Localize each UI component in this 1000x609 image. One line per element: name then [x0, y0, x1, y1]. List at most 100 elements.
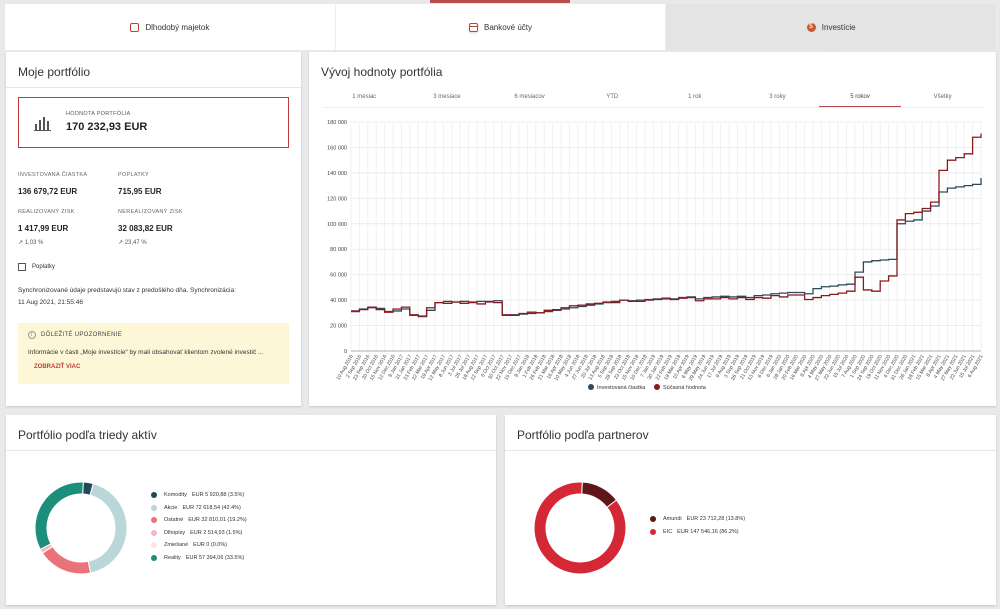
- tab-long-term-assets[interactable]: Dlhodobý majetok: [5, 4, 336, 50]
- asset-class-legend-item[interactable]: Reality EUR 57 394,06 (33.5%): [151, 552, 247, 565]
- period-tab-4[interactable]: 1 rok: [688, 94, 702, 100]
- realized-pct: ↗ 1,03 %: [18, 239, 75, 246]
- trend-icon: ↗: [18, 240, 24, 246]
- portfolio-value-label: HODNOTA PORTFÓLIA: [66, 111, 131, 117]
- invested-stat: INVESTOVANÁ ČIASTKA 136 679,72 EUR: [18, 172, 87, 196]
- legend-name: Zmiešané: [164, 542, 189, 549]
- asset-class-slice-5[interactable]: [34, 481, 84, 550]
- legend-dot: [151, 554, 157, 561]
- legend-amount: EUR 0 (0.0%): [193, 542, 228, 549]
- realized-pct-value: 1,03 %: [24, 240, 44, 246]
- notice-text: Informácie v časti „Moje investície“ by …: [28, 349, 264, 356]
- legend-amount: EUR 2 514,93 (1.5%): [190, 529, 243, 536]
- tab-label: Dlhodobý majetok: [145, 22, 210, 32]
- series-line-1: [351, 133, 982, 317]
- period-tab-0[interactable]: 1 mesiac: [352, 94, 377, 100]
- asset-class-legend-item[interactable]: Dlhopisy EUR 2 514,93 (1.5%): [151, 527, 247, 540]
- partner-legend-item[interactable]: EIC EUR 147 546,16 (86.2%): [650, 526, 745, 539]
- show-more-link[interactable]: ZOBRAZIŤ VIAC: [34, 364, 81, 370]
- top-accent-bar: [430, 0, 570, 3]
- realized-stat: REALIZOVANÝ ZISK 1 417,99 EUR ↗ 1,03 %: [18, 209, 75, 246]
- unrealized-pct: ↗ 23,47 %: [118, 239, 183, 246]
- asset-class-legend-item[interactable]: Ostatné EUR 32 810,01 (19.2%): [151, 514, 247, 527]
- y-tick-label: 180 000: [327, 120, 347, 126]
- asset-class-legend: Komodity EUR 5 920,88 (3.5%) Akcie EUR 72 6…: [151, 489, 247, 564]
- period-tab-5[interactable]: 3 roky: [769, 94, 786, 100]
- legend-name: Akcie: [164, 504, 178, 511]
- asset-class-card: Portfólio podľa triedy aktív Komodity EUR…: [6, 415, 496, 605]
- trend-icon: ↗: [118, 240, 124, 246]
- fees-stat: POPLATKY 715,95 EUR: [118, 172, 162, 196]
- asset-class-slice-2[interactable]: [41, 545, 92, 575]
- y-tick-label: 160 000: [327, 145, 347, 151]
- portfolio-title: Moje portfólio: [6, 52, 301, 88]
- asset-class-title: Portfólio podľa triedy aktív: [6, 415, 496, 451]
- legend-amount: EUR 23 712,28 (13.8%): [686, 516, 746, 523]
- notice-title: DÔLEŽITÉ UPOZORNENIE: [41, 332, 123, 338]
- tab-label: Bankové účty: [483, 22, 533, 32]
- legend-marker-1: [654, 384, 660, 390]
- y-tick-label: 100 000: [327, 222, 347, 228]
- legend-name: Dlhopisy: [164, 529, 186, 536]
- fees-checkbox-label: Poplatky: [32, 264, 56, 270]
- fees-checkbox[interactable]: [18, 263, 26, 271]
- y-tick-label: 0: [344, 349, 347, 355]
- important-notice: i DÔLEŽITÉ UPOZORNENIE Informácie v čast…: [18, 323, 289, 384]
- legend-amount: EUR 32 810,01 (19.2%): [188, 517, 247, 524]
- asset-class-legend-item[interactable]: Komodity EUR 5 920,88 (3.5%): [151, 489, 247, 502]
- legend-amount: EUR 5 920,88 (3.5%): [191, 492, 245, 499]
- period-tabs: 1 mesiac 3 mesiace 6 mesiacov YTD 1 rok 3 rok…: [323, 86, 984, 108]
- partner-legend-item[interactable]: Amundi EUR 23 712,28 (13.8%): [650, 513, 745, 526]
- legend-name: Komodity: [164, 492, 187, 499]
- tab-investments[interactable]: Investície: [666, 4, 998, 50]
- sync-info: Synchronizované údaje predstavujú stav z…: [18, 285, 288, 309]
- period-tab-2[interactable]: 6 mesiacov: [514, 94, 545, 100]
- fees-checkbox-row[interactable]: Poplatky: [18, 263, 55, 271]
- y-tick-label: 120 000: [327, 196, 347, 202]
- y-tick-label: 60 000: [330, 273, 347, 279]
- legend-name: EIC: [663, 528, 673, 535]
- y-tick-label: 20 000: [330, 324, 347, 330]
- asset-class-legend-item[interactable]: Akcie EUR 72 618,54 (42.4%): [151, 502, 247, 515]
- asset-class-donut: [34, 481, 128, 575]
- legend-name: Reality: [164, 554, 181, 561]
- fees-label: POPLATKY: [118, 172, 150, 178]
- partner-card: Portfólio podľa partnerov Amundi EUR 23 7…: [505, 415, 996, 605]
- asset-class-slice-1[interactable]: [87, 483, 128, 574]
- notice-body: Informácie v časti „Moje investície“ by …: [28, 346, 279, 374]
- portfolio-chart-card: Vývoj hodnoty portfólia 1 mesiac 3 mesiac…: [309, 52, 996, 406]
- card-icon: [468, 22, 478, 32]
- legend-label-0[interactable]: Investovaná čiastka: [597, 385, 646, 391]
- legend-marker-0: [588, 384, 594, 390]
- asset-class-legend-item[interactable]: Zmiešané EUR 0 (0.0%): [151, 539, 247, 552]
- period-tab-3[interactable]: YTD: [606, 94, 619, 100]
- period-tab-1[interactable]: 3 mesiace: [433, 94, 461, 100]
- invested-label: INVESTOVANÁ ČIASTKA: [18, 172, 88, 178]
- portfolio-value-box: HODNOTA PORTFÓLIA 170 232,93 EUR: [18, 97, 289, 148]
- unrealized-label: NEREALIZOVANÝ ZISK: [118, 209, 183, 215]
- tab-bank-accounts[interactable]: Bankové účty: [336, 4, 667, 50]
- legend-dot: [151, 492, 157, 499]
- partner-slice-1[interactable]: [533, 481, 627, 575]
- notice-header: i DÔLEŽITÉ UPOZORNENIE: [28, 331, 279, 339]
- bar-chart-icon: [34, 114, 51, 131]
- legend-label-1[interactable]: Súčasná hodnota: [663, 385, 707, 391]
- portfolio-value: 170 232,93 EUR: [66, 121, 148, 133]
- period-tab-6[interactable]: 5 rokov: [818, 86, 902, 107]
- partner-title: Portfólio podľa partnerov: [505, 415, 996, 451]
- period-tab-7[interactable]: Všetky: [933, 94, 952, 100]
- sync-text: Synchronizované údaje predstavujú stav z…: [18, 287, 236, 294]
- portfolio-card: Moje portfólio HODNOTA PORTFÓLIA 170 232…: [6, 52, 301, 406]
- legend-dot: [151, 542, 157, 549]
- info-icon: i: [28, 331, 36, 339]
- realized-value: 1 417,99 EUR: [18, 224, 69, 233]
- realized-label: REALIZOVANÝ ZISK: [18, 209, 75, 215]
- partner-legend: Amundi EUR 23 712,28 (13.8%) EIC EUR 147 54…: [650, 513, 745, 538]
- asset-icon: [130, 22, 140, 32]
- portfolio-line-chart: 0 20 000 40 000 60 000 80 000 100 000 120 000 1…: [327, 120, 985, 391]
- partner-donut: [533, 481, 627, 575]
- unrealized-stat: NEREALIZOVANÝ ZISK 32 083,82 EUR ↗ 23,47…: [118, 209, 183, 246]
- unrealized-value: 32 083,82 EUR: [118, 224, 173, 233]
- y-tick-label: 40 000: [330, 298, 347, 304]
- legend-dot: [151, 529, 157, 536]
